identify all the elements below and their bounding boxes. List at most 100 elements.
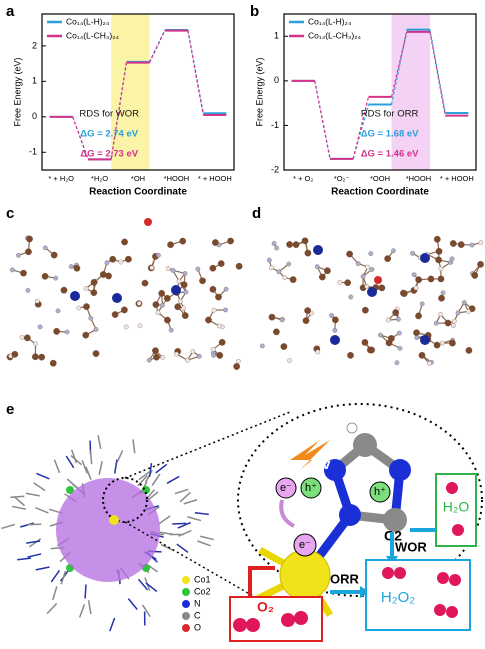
atom	[88, 315, 94, 321]
bond	[70, 455, 83, 466]
atom	[183, 289, 189, 295]
atom	[437, 275, 445, 283]
x-tick-label: *HOOH	[406, 174, 431, 183]
atom	[53, 275, 59, 281]
atom	[170, 267, 176, 273]
legend-swatch	[182, 576, 190, 584]
atom	[374, 276, 382, 284]
atom	[385, 317, 391, 323]
atom	[32, 353, 39, 361]
zoom-line	[124, 521, 261, 601]
atom	[461, 300, 467, 305]
atom	[33, 341, 38, 347]
bond	[33, 482, 46, 492]
bond	[160, 543, 175, 552]
atom	[83, 303, 90, 310]
atom	[136, 301, 142, 306]
atom	[465, 347, 473, 354]
atom	[378, 332, 383, 338]
atom	[360, 274, 366, 279]
atom	[281, 613, 295, 627]
h2o-label: H₂O	[443, 499, 470, 515]
atom	[369, 267, 375, 272]
atom	[271, 241, 277, 246]
atom	[165, 266, 171, 271]
bond	[109, 617, 116, 632]
molecules	[6, 218, 484, 370]
atom	[276, 269, 282, 275]
atom	[123, 324, 129, 330]
atom	[435, 256, 442, 264]
atom	[266, 257, 272, 263]
atom	[23, 334, 31, 342]
atom	[209, 264, 217, 272]
atom	[118, 259, 124, 265]
atom	[366, 346, 374, 354]
atom	[223, 286, 229, 292]
atom	[400, 289, 407, 297]
bond	[183, 499, 198, 505]
atom	[324, 459, 346, 481]
atom	[471, 272, 479, 279]
atom	[477, 261, 484, 268]
atom	[212, 239, 219, 246]
y-tick-label: -1	[29, 147, 37, 157]
bond	[145, 582, 158, 593]
atom	[396, 316, 401, 322]
highlight-band	[111, 14, 150, 170]
atom	[174, 303, 182, 311]
atom	[66, 486, 74, 494]
atom	[411, 272, 417, 278]
atom	[384, 255, 391, 263]
atom	[160, 302, 165, 308]
atom	[90, 278, 98, 286]
zoom-view	[237, 403, 483, 597]
co-atom	[367, 287, 377, 297]
highlight-band	[391, 14, 430, 170]
bond	[178, 529, 192, 537]
atom	[478, 240, 484, 245]
zoom-circle	[102, 477, 148, 523]
legend-swatch	[182, 600, 190, 608]
plot-frame	[41, 13, 235, 171]
bond	[116, 450, 124, 464]
atom	[76, 305, 82, 311]
co-atom	[70, 291, 80, 301]
atom	[385, 339, 393, 347]
atom	[152, 301, 160, 308]
atom	[329, 313, 334, 318]
atom	[294, 611, 308, 625]
atom	[16, 253, 21, 258]
atom	[365, 264, 371, 270]
legend-label: Co2	[194, 586, 211, 596]
atom	[410, 251, 415, 256]
bond	[158, 515, 171, 525]
y-tick-label: 1	[32, 76, 37, 86]
atom	[199, 277, 206, 285]
atom	[468, 305, 476, 313]
atom	[438, 312, 443, 317]
x-tick-label: *O₂⁻	[334, 174, 350, 183]
atom	[10, 267, 15, 273]
atom	[19, 335, 25, 340]
bond	[187, 516, 202, 522]
bond	[65, 455, 75, 469]
bond	[1, 523, 15, 530]
atom	[149, 265, 155, 271]
atom	[211, 352, 216, 358]
electron-label: e⁻	[280, 482, 292, 494]
atom	[142, 486, 150, 494]
co-atom	[171, 285, 181, 295]
connector	[352, 104, 370, 160]
atom	[195, 266, 201, 272]
atom	[55, 308, 61, 314]
bond	[17, 557, 32, 561]
atom	[121, 306, 128, 314]
atom	[415, 312, 422, 320]
legend-label: Co₁₄(L-CH₃)₂₄	[308, 30, 361, 40]
atom	[389, 459, 411, 481]
bond	[35, 507, 49, 514]
orr-label: ORR	[330, 571, 360, 586]
panel-label: e	[6, 401, 14, 418]
